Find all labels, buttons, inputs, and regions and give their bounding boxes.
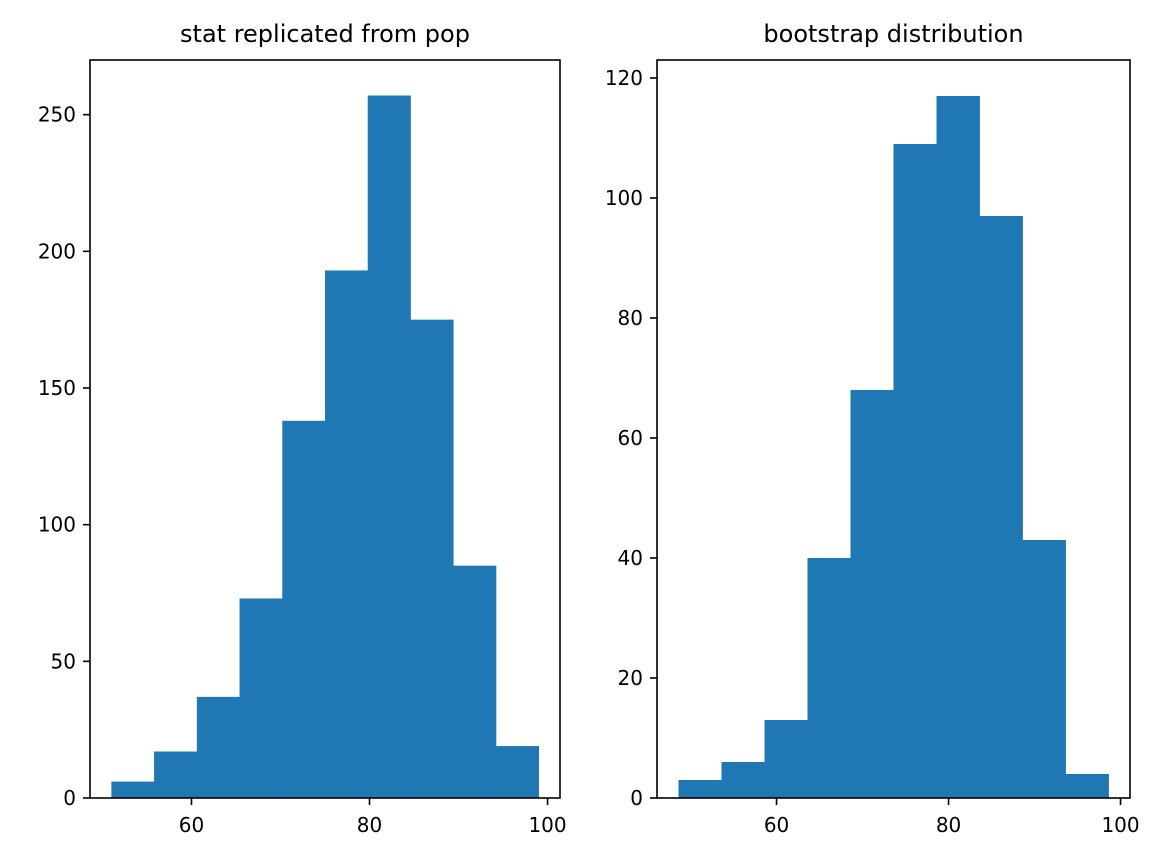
histogram-bar <box>678 780 722 798</box>
histogram-bar <box>807 558 851 798</box>
y-tick-label: 100 <box>38 513 76 537</box>
chart-title: stat replicated from pop <box>180 20 470 48</box>
x-tick-label: 80 <box>357 813 382 837</box>
histogram-bar <box>764 720 808 798</box>
histogram-bar <box>239 598 283 798</box>
histogram-panel-left: 60 80 100 0 50 100 150 200 250 stat replicated fr… <box>38 20 567 837</box>
y-tick-label: 40 <box>618 546 643 570</box>
histogram-bar <box>410 319 454 798</box>
histogram-bar <box>1022 540 1066 798</box>
histogram-bar <box>367 95 411 799</box>
y-tick-label: 250 <box>38 103 76 127</box>
histogram-bar <box>453 565 497 798</box>
x-tick-label: 80 <box>936 813 961 837</box>
histogram-bar <box>111 781 155 798</box>
y-tick-label: 20 <box>618 666 643 690</box>
histogram-bar <box>850 390 894 798</box>
y-tick-label: 120 <box>605 66 643 90</box>
axes-frame <box>89 59 561 799</box>
x-tick-label: 60 <box>764 813 789 837</box>
histogram-bar <box>495 746 540 798</box>
histogram-bar <box>936 96 980 798</box>
histogram-bar <box>325 270 369 798</box>
histogram-panel-right: 60 80 100 0 20 40 60 80 100 120 bootstrap distribu… <box>605 20 1140 837</box>
y-tick-label: 200 <box>38 239 76 263</box>
histogram-bar <box>154 751 198 798</box>
y-tick-label: 150 <box>38 376 76 400</box>
histogram-bar <box>282 420 326 798</box>
histogram-bar <box>721 762 765 798</box>
y-tick-label: 0 <box>63 786 76 810</box>
y-tick-label: 60 <box>618 426 643 450</box>
chart-title: bootstrap distribution <box>763 20 1023 48</box>
histogram-bar <box>1065 774 1109 798</box>
x-tick-label: 100 <box>1101 813 1139 837</box>
y-tick-label: 80 <box>618 306 643 330</box>
y-tick-label: 50 <box>51 649 76 673</box>
histogram-bar <box>893 144 937 798</box>
y-tick-label: 100 <box>605 186 643 210</box>
x-tick-label: 60 <box>179 813 204 837</box>
x-tick-label: 100 <box>528 813 566 837</box>
histogram-bar <box>979 216 1023 798</box>
axes-frame <box>656 59 1131 799</box>
histogram-bar <box>196 696 240 798</box>
y-tick-label: 0 <box>630 786 643 810</box>
